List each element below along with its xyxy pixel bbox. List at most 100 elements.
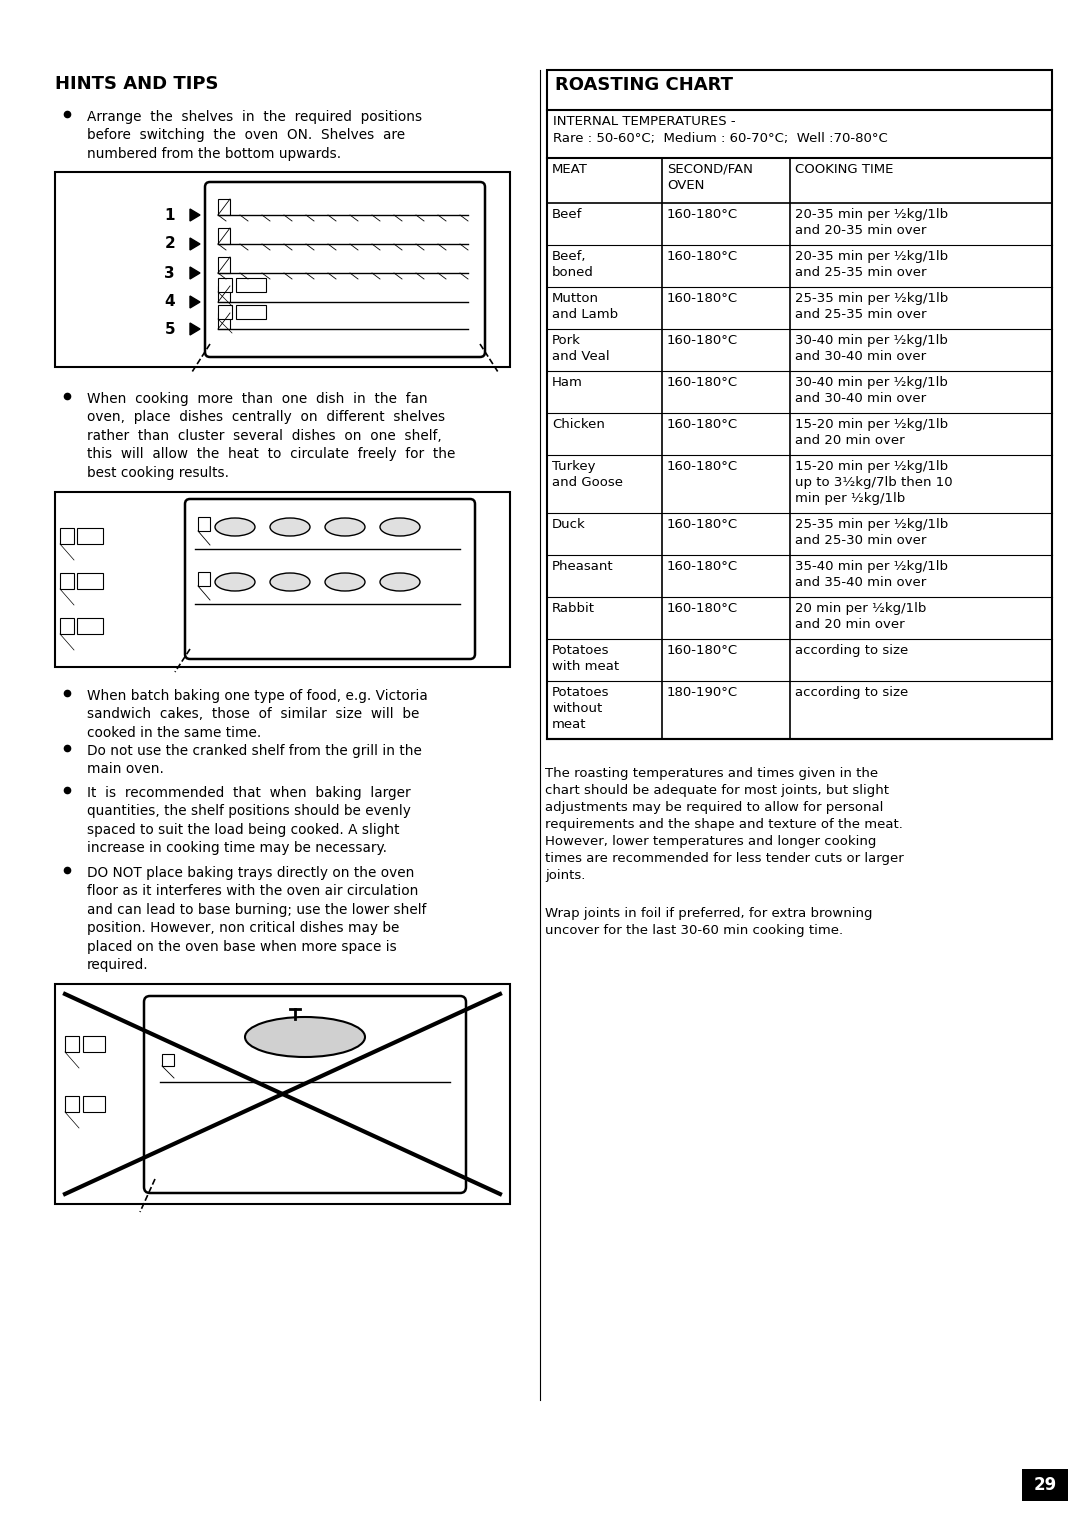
Text: 160-180°C: 160-180°C <box>667 460 738 473</box>
Polygon shape <box>190 324 200 334</box>
Bar <box>546 70 1052 739</box>
Text: It  is  recommended  that  when  baking  larger
quantities, the shelf positions : It is recommended that when baking large… <box>87 786 410 855</box>
Text: according to size: according to size <box>795 644 908 657</box>
Ellipse shape <box>380 573 420 591</box>
Text: When  cooking  more  than  one  dish  in  the  fan
oven,  place  dishes  central: When cooking more than one dish in the f… <box>87 392 456 479</box>
Bar <box>65 1035 79 1052</box>
Text: 160-180°C: 160-180°C <box>667 250 738 263</box>
Ellipse shape <box>215 518 255 536</box>
Text: 29: 29 <box>1034 1477 1056 1493</box>
Text: Turkey
and Goose: Turkey and Goose <box>552 460 623 489</box>
Text: 160-180°C: 160-180°C <box>667 518 738 531</box>
Text: 30-40 min per ½kg/1lb
and 30-40 min over: 30-40 min per ½kg/1lb and 30-40 min over <box>795 376 948 405</box>
Text: COOKING TIME: COOKING TIME <box>795 163 893 176</box>
Text: 1: 1 <box>164 208 175 223</box>
Text: 5: 5 <box>164 322 175 336</box>
Text: The roasting temperatures and times given in the
chart should be adequate for mo: The roasting temperatures and times give… <box>545 767 904 883</box>
Text: Ham: Ham <box>552 376 583 389</box>
Text: 30-40 min per ½kg/1lb
and 30-40 min over: 30-40 min per ½kg/1lb and 30-40 min over <box>795 334 948 363</box>
Bar <box>60 528 75 544</box>
Text: Chicken: Chicken <box>552 418 605 431</box>
Text: 25-35 min per ½kg/1lb
and 25-35 min over: 25-35 min per ½kg/1lb and 25-35 min over <box>795 292 948 321</box>
Text: INTERNAL TEMPERATURES -: INTERNAL TEMPERATURES - <box>553 115 735 128</box>
Text: 160-180°C: 160-180°C <box>667 560 738 573</box>
Bar <box>218 228 230 244</box>
Text: MEAT: MEAT <box>552 163 588 176</box>
Bar <box>77 618 103 634</box>
Text: Wrap joints in foil if preferred, for extra browning
uncover for the last 30-60 : Wrap joints in foil if preferred, for ex… <box>545 907 873 938</box>
Bar <box>162 1054 174 1066</box>
Ellipse shape <box>245 1017 365 1057</box>
Text: according to size: according to size <box>795 686 908 699</box>
Bar <box>83 1096 105 1112</box>
Text: 20-35 min per ½kg/1lb
and 20-35 min over: 20-35 min per ½kg/1lb and 20-35 min over <box>795 208 948 237</box>
Ellipse shape <box>270 518 310 536</box>
Text: When batch baking one type of food, e.g. Victoria
sandwich  cakes,  those  of  s: When batch baking one type of food, e.g.… <box>87 689 428 739</box>
Text: 160-180°C: 160-180°C <box>667 376 738 389</box>
Text: Potatoes
without
meat: Potatoes without meat <box>552 686 609 731</box>
Text: 2: 2 <box>164 237 175 252</box>
Text: 160-180°C: 160-180°C <box>667 418 738 431</box>
Ellipse shape <box>270 573 310 591</box>
FancyBboxPatch shape <box>144 996 465 1193</box>
Text: 15-20 min per ½kg/1lb
and 20 min over: 15-20 min per ½kg/1lb and 20 min over <box>795 418 948 447</box>
Ellipse shape <box>325 518 365 536</box>
Text: 25-35 min per ½kg/1lb
and 25-30 min over: 25-35 min per ½kg/1lb and 25-30 min over <box>795 518 948 547</box>
Bar <box>77 573 103 589</box>
Polygon shape <box>190 267 200 279</box>
Text: 35-40 min per ½kg/1lb
and 35-40 min over: 35-40 min per ½kg/1lb and 35-40 min over <box>795 560 948 589</box>
Text: 160-180°C: 160-180°C <box>667 644 738 657</box>
Text: DO NOT place baking trays directly on the oven
floor as it interferes with the o: DO NOT place baking trays directly on th… <box>87 866 427 973</box>
Bar <box>198 573 210 586</box>
Text: Beef,
boned: Beef, boned <box>552 250 594 279</box>
Text: Beef: Beef <box>552 208 582 221</box>
Bar <box>198 518 210 531</box>
Text: Do not use the cranked shelf from the grill in the
main oven.: Do not use the cranked shelf from the gr… <box>87 744 422 776</box>
Ellipse shape <box>215 573 255 591</box>
Ellipse shape <box>380 518 420 536</box>
Bar <box>65 1096 79 1112</box>
Bar <box>218 199 230 215</box>
Bar <box>55 173 510 366</box>
Bar <box>218 313 230 328</box>
Polygon shape <box>190 209 200 221</box>
Bar <box>218 257 230 273</box>
Text: Duck: Duck <box>552 518 585 531</box>
Bar <box>83 1035 105 1052</box>
Polygon shape <box>190 296 200 308</box>
Bar <box>218 278 232 292</box>
Bar <box>55 492 510 667</box>
Text: Potatoes
with meat: Potatoes with meat <box>552 644 619 673</box>
Bar <box>237 278 266 292</box>
FancyBboxPatch shape <box>205 182 485 357</box>
Text: ROASTING CHART: ROASTING CHART <box>555 76 733 95</box>
Text: 3: 3 <box>164 266 175 281</box>
Text: HINTS AND TIPS: HINTS AND TIPS <box>55 75 218 93</box>
Text: 180-190°C: 180-190°C <box>667 686 738 699</box>
Text: SECOND/FAN
OVEN: SECOND/FAN OVEN <box>667 163 753 192</box>
Text: 4: 4 <box>164 295 175 310</box>
Text: 20 min per ½kg/1lb
and 20 min over: 20 min per ½kg/1lb and 20 min over <box>795 602 927 631</box>
Text: 160-180°C: 160-180°C <box>667 334 738 347</box>
Text: Mutton
and Lamb: Mutton and Lamb <box>552 292 618 321</box>
Bar <box>237 305 266 319</box>
Bar <box>55 983 510 1203</box>
FancyBboxPatch shape <box>185 499 475 660</box>
Bar <box>218 305 232 319</box>
Ellipse shape <box>325 573 365 591</box>
Text: Pork
and Veal: Pork and Veal <box>552 334 609 363</box>
Text: 160-180°C: 160-180°C <box>667 292 738 305</box>
Text: Arrange  the  shelves  in  the  required  positions
before  switching  the  oven: Arrange the shelves in the required posi… <box>87 110 422 160</box>
Text: Rabbit: Rabbit <box>552 602 595 615</box>
Bar <box>218 286 230 302</box>
Bar <box>1022 1469 1068 1501</box>
Bar <box>77 528 103 544</box>
Text: 160-180°C: 160-180°C <box>667 602 738 615</box>
Text: 160-180°C: 160-180°C <box>667 208 738 221</box>
Text: 20-35 min per ½kg/1lb
and 25-35 min over: 20-35 min per ½kg/1lb and 25-35 min over <box>795 250 948 279</box>
Bar <box>60 573 75 589</box>
Text: Pheasant: Pheasant <box>552 560 613 573</box>
Text: Rare : 50-60°C;  Medium : 60-70°C;  Well :70-80°C: Rare : 50-60°C; Medium : 60-70°C; Well :… <box>553 131 888 145</box>
Bar <box>60 618 75 634</box>
Text: 15-20 min per ½kg/1lb
up to 3½kg/7lb then 10
min per ½kg/1lb: 15-20 min per ½kg/1lb up to 3½kg/7lb the… <box>795 460 953 505</box>
